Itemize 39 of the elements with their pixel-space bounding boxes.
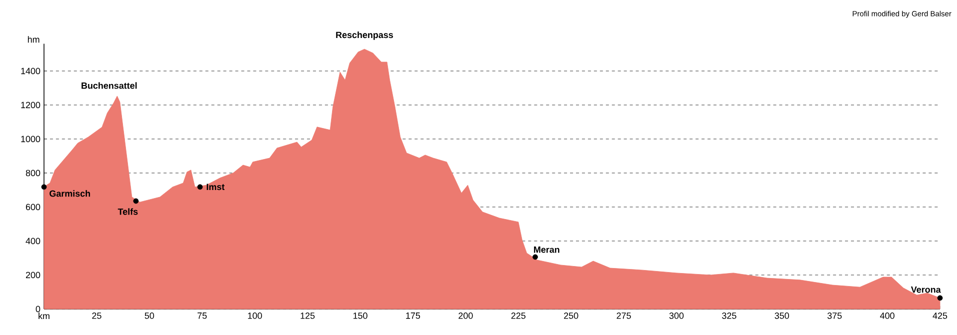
x-tick-label: 25 [92, 312, 102, 319]
x-tick-label: 325 [722, 312, 736, 319]
y-tick-label: 1400 [21, 68, 40, 74]
x-tick-label: 275 [616, 312, 631, 319]
x-tick-label: 75 [198, 312, 207, 319]
y-tick-label: 400 [26, 238, 40, 244]
y-axis-title: hm [28, 36, 40, 43]
x-tick-label: 150 [353, 312, 368, 319]
annotation: Verona [910, 286, 941, 293]
annotation: Telfs [118, 208, 138, 215]
x-tick-label: km [38, 312, 50, 320]
annotation: Imst [206, 184, 225, 190]
x-tick-label: 175 [406, 312, 420, 319]
y-tick-label: 1200 [21, 102, 40, 108]
x-tick-label: 100 [248, 312, 262, 319]
y-tick-label: 1000 [21, 136, 40, 142]
annotation: Buchensattel [82, 82, 137, 89]
annotation: Meran [534, 246, 560, 253]
point [532, 254, 538, 260]
x-tick-label: 425 [932, 312, 948, 319]
y-tick-label: 200 [26, 272, 40, 278]
x-tick-label: 50 [144, 312, 154, 319]
x-tick-label: 400 [880, 312, 894, 319]
y-tick-label: 600 [26, 204, 40, 210]
y-tick-label: 0 [36, 306, 40, 312]
point [133, 198, 139, 204]
x-tick-label: 300 [669, 312, 684, 319]
annotation: Reschenpass [336, 32, 393, 40]
x-tick-label: 350 [774, 312, 790, 319]
x-tick-label: 200 [458, 312, 473, 319]
x-tick-label: 375 [827, 312, 842, 319]
point [41, 184, 47, 190]
x-tick-label: 225 [511, 312, 526, 319]
x-tick-label: 250 [564, 312, 578, 319]
annotation: Garmisch [50, 190, 90, 197]
x-tick-label: 125 [300, 312, 315, 319]
y-tick-label: 800 [26, 170, 40, 176]
point [197, 184, 203, 190]
point [937, 295, 943, 301]
